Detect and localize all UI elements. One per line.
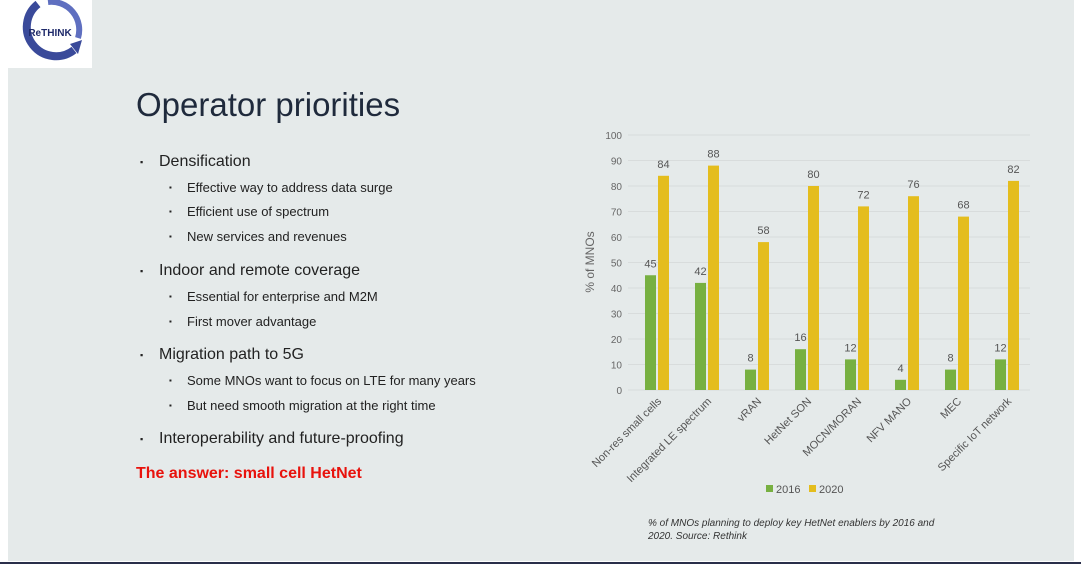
x-tick-label: vRAN <box>735 396 764 425</box>
y-tick-label: 80 <box>611 182 623 193</box>
data-label: 42 <box>694 266 706 278</box>
y-axis-label: % of MNOs <box>583 231 597 292</box>
legend-swatch <box>766 485 773 492</box>
x-tick-label: NFV MANO <box>865 395 915 445</box>
bar-2020 <box>958 216 969 390</box>
bar-2020 <box>758 242 769 390</box>
sub-bullet-text: But need smooth migration at the right t… <box>187 398 436 413</box>
y-tick-label: 70 <box>611 208 623 219</box>
bar-2016 <box>795 349 806 390</box>
bullet-text: Migration path to 5G <box>159 346 304 363</box>
y-tick-label: 100 <box>605 131 622 142</box>
bullet-text: Indoor and remote coverage <box>159 262 361 279</box>
sub-bullet-item: New services and revenues <box>169 229 347 244</box>
bullet-text: Interoperability and future-proofing <box>159 430 404 447</box>
sub-bullet-text: First mover advantage <box>187 314 317 329</box>
sub-bullet-item: Some MNOs want to focus on LTE for many … <box>169 373 476 388</box>
bar-2016 <box>995 359 1006 390</box>
bottom-rule <box>0 562 1081 564</box>
y-tick-label: 30 <box>611 310 623 321</box>
data-label: 84 <box>657 159 669 171</box>
bar-2016 <box>845 359 856 390</box>
data-label: 68 <box>957 200 969 212</box>
sub-bullet-item: Essential for enterprise and M2M <box>169 289 378 304</box>
sub-bullet-item: First mover advantage <box>169 314 316 329</box>
y-tick-label: 10 <box>611 361 623 372</box>
sub-bullet-item: Efficient use of spectrum <box>169 204 329 219</box>
data-label: 88 <box>707 149 719 161</box>
y-tick-label: 0 <box>616 386 622 397</box>
sub-bullet-item: Effective way to address data surge <box>169 180 393 195</box>
sub-bullet-text: Essential for enterprise and M2M <box>187 289 378 304</box>
bar-2016 <box>695 282 706 390</box>
data-label: 12 <box>844 342 856 354</box>
slide <box>8 0 1074 561</box>
data-label: 80 <box>807 169 819 181</box>
bullet-item: Migration path to 5G <box>140 346 304 364</box>
chart-caption: % of MNOs planning to deploy key HetNet … <box>648 518 935 542</box>
bar-2020 <box>708 165 719 390</box>
bar-2020 <box>808 186 819 390</box>
data-label: 82 <box>1007 164 1019 176</box>
data-label: 12 <box>994 342 1006 354</box>
data-label: 16 <box>794 332 806 344</box>
bullet-item: Interoperability and future-proofing <box>140 430 404 448</box>
data-label: 4 <box>897 363 903 375</box>
page-title: Operator priorities <box>136 86 401 123</box>
bar-2016 <box>895 379 906 390</box>
sub-bullet-text: Effective way to address data surge <box>187 180 393 195</box>
legend-label: 2020 <box>819 484 843 496</box>
y-tick-label: 50 <box>611 259 623 270</box>
x-tick-label: HetNet SON <box>762 396 814 448</box>
x-tick-label: MEC <box>938 396 964 422</box>
data-label: 8 <box>747 353 753 365</box>
sub-bullet-text: New services and revenues <box>187 229 347 244</box>
answer-text: The answer: small cell HetNet <box>136 465 362 482</box>
x-tick-label: Integrated LE spectrum <box>625 396 714 485</box>
y-tick-label: 90 <box>611 157 623 168</box>
bar-2020 <box>1008 180 1019 390</box>
bar-2020 <box>858 206 869 390</box>
bullet-item: Indoor and remote coverage <box>140 262 360 280</box>
bar-2016 <box>945 369 956 390</box>
data-label: 45 <box>644 258 656 270</box>
bar-2020 <box>908 196 919 390</box>
y-tick-label: 40 <box>611 284 623 295</box>
data-label: 72 <box>857 189 869 201</box>
bullet-item: Densification <box>140 153 251 171</box>
data-label: 76 <box>907 179 919 191</box>
y-tick-label: 20 <box>611 335 623 346</box>
sub-bullet-text: Some MNOs want to focus on LTE for many … <box>187 373 476 388</box>
bar-2016 <box>645 275 656 390</box>
data-label: 8 <box>947 353 953 365</box>
legend-label: 2016 <box>776 484 800 496</box>
sub-bullet-text: Efficient use of spectrum <box>187 204 330 219</box>
legend-swatch <box>809 485 816 492</box>
bar-2016 <box>745 369 756 390</box>
y-tick-label: 60 <box>611 233 623 244</box>
svg-text:ReTHINK: ReTHINK <box>28 28 72 39</box>
data-label: 58 <box>757 225 769 237</box>
bar-2020 <box>658 175 669 390</box>
sub-bullet-item: But need smooth migration at the right t… <box>169 398 436 413</box>
rethink-logo: ReTHINK <box>8 0 92 68</box>
bullet-text: Densification <box>159 153 251 170</box>
